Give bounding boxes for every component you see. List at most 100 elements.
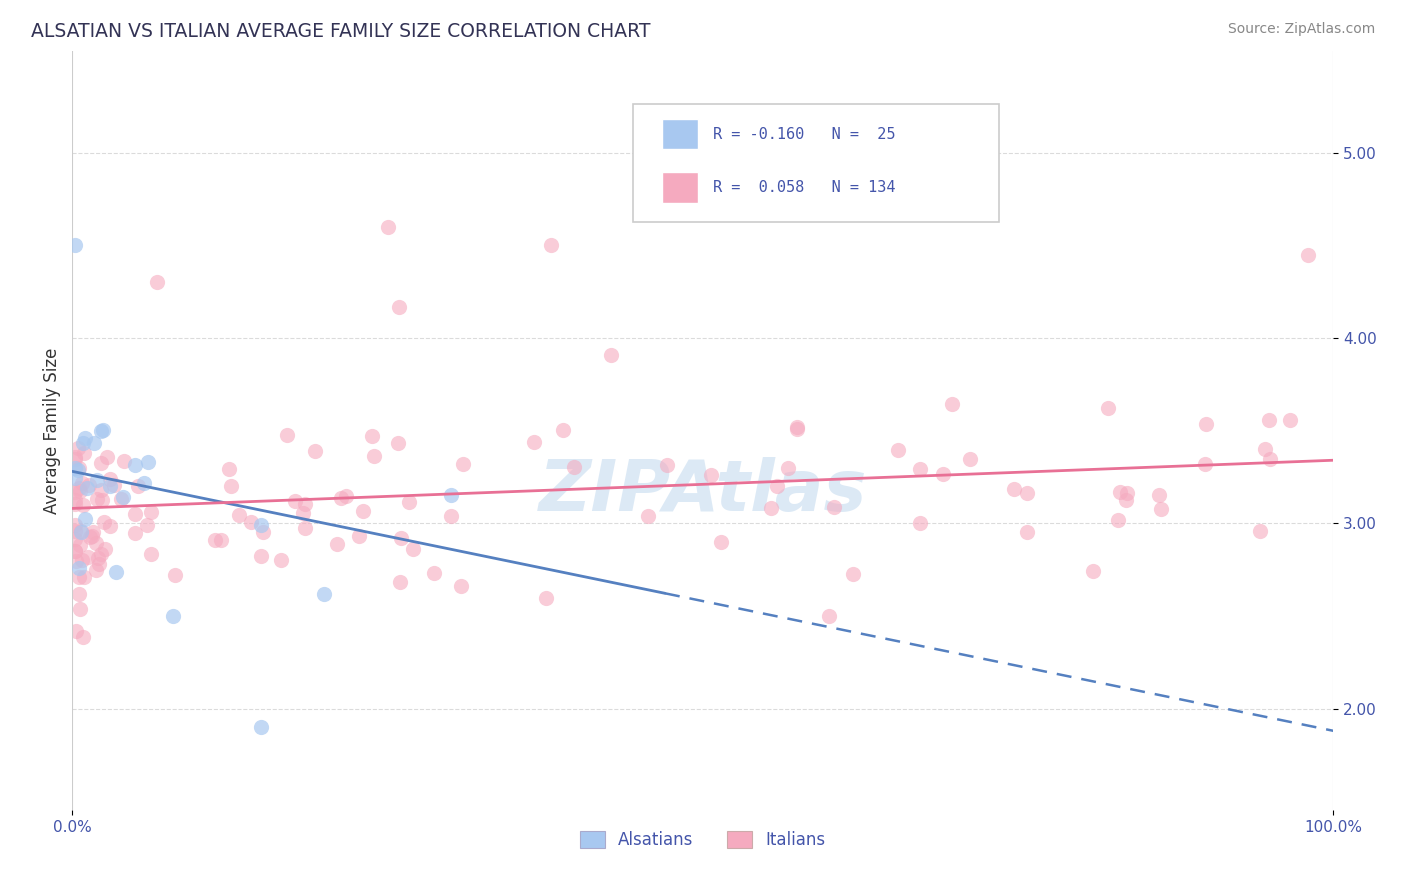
Point — [450, 579, 472, 593]
Point — [69, 538, 91, 552]
Point — [90, 424, 112, 438]
Point — [540, 238, 562, 252]
Point — [1109, 484, 1132, 499]
Point — [204, 533, 226, 547]
Point — [65, 554, 87, 568]
Point — [124, 508, 146, 522]
Point — [93, 515, 115, 529]
Point — [63, 460, 86, 475]
Point — [70, 475, 93, 490]
Point — [1002, 483, 1025, 497]
Point — [136, 517, 159, 532]
Point — [67, 441, 90, 455]
Point — [1017, 524, 1039, 539]
Point — [90, 547, 112, 561]
Point — [67, 587, 90, 601]
Point — [887, 443, 910, 458]
Point — [389, 575, 412, 590]
Point — [70, 524, 93, 538]
Point — [228, 508, 250, 523]
Point — [880, 154, 903, 169]
Point — [98, 472, 121, 486]
Point — [1254, 442, 1277, 456]
Legend: Alsatians, Italians: Alsatians, Italians — [574, 824, 832, 855]
Point — [352, 504, 374, 518]
Point — [778, 461, 800, 475]
Point — [398, 495, 420, 509]
Point — [1195, 417, 1218, 431]
Point — [63, 532, 86, 546]
Text: R = -0.160   N =  25: R = -0.160 N = 25 — [713, 127, 896, 142]
Point — [63, 497, 86, 511]
Point — [655, 458, 678, 473]
Point — [67, 570, 90, 584]
Point — [910, 516, 932, 530]
Point — [127, 479, 149, 493]
Point — [91, 423, 114, 437]
Point — [360, 429, 382, 443]
Point — [67, 481, 90, 495]
Point — [304, 444, 326, 458]
Point — [63, 485, 86, 500]
Point — [599, 348, 621, 362]
Point — [73, 570, 96, 584]
Point — [314, 587, 336, 601]
Text: ALSATIAN VS ITALIAN AVERAGE FAMILY SIZE CORRELATION CHART: ALSATIAN VS ITALIAN AVERAGE FAMILY SIZE … — [31, 22, 651, 41]
Point — [786, 420, 808, 434]
Point — [1194, 457, 1216, 471]
Point — [73, 446, 96, 460]
Point — [908, 462, 931, 476]
Point — [75, 512, 97, 526]
Point — [387, 435, 409, 450]
Point — [218, 462, 240, 476]
Point — [294, 497, 316, 511]
Point — [63, 451, 86, 466]
Point — [86, 491, 108, 506]
Point — [523, 435, 546, 450]
Point — [89, 557, 111, 571]
Point — [63, 471, 86, 485]
Point — [114, 454, 136, 468]
Point — [69, 602, 91, 616]
Point — [553, 423, 575, 437]
Point — [325, 536, 347, 550]
Point — [63, 524, 86, 538]
Point — [82, 524, 104, 539]
Point — [87, 551, 110, 566]
Point — [75, 432, 97, 446]
Point — [347, 528, 370, 542]
Point — [252, 524, 274, 539]
Point — [1249, 524, 1271, 538]
Point — [84, 563, 107, 577]
Point — [637, 509, 659, 524]
Point — [270, 553, 292, 567]
Point — [363, 449, 385, 463]
Point — [63, 517, 86, 532]
Point — [82, 529, 104, 543]
Point — [65, 624, 87, 638]
Point — [79, 530, 101, 544]
Point — [1097, 401, 1119, 415]
Point — [77, 478, 100, 492]
Point — [70, 553, 93, 567]
Point — [249, 549, 271, 563]
Point — [63, 493, 86, 508]
Point — [335, 489, 357, 503]
Point — [83, 436, 105, 450]
Point — [292, 506, 315, 520]
Point — [250, 518, 273, 533]
Point — [786, 421, 808, 435]
Point — [1116, 485, 1139, 500]
Point — [63, 544, 86, 558]
Point — [93, 541, 115, 556]
Point — [103, 477, 125, 491]
Bar — [662, 119, 697, 150]
Point — [90, 457, 112, 471]
Y-axis label: Average Family Size: Average Family Size — [44, 347, 60, 514]
Point — [162, 608, 184, 623]
Point — [72, 436, 94, 450]
Point — [67, 463, 90, 477]
Point — [534, 591, 557, 605]
Point — [710, 535, 733, 549]
Point — [139, 505, 162, 519]
